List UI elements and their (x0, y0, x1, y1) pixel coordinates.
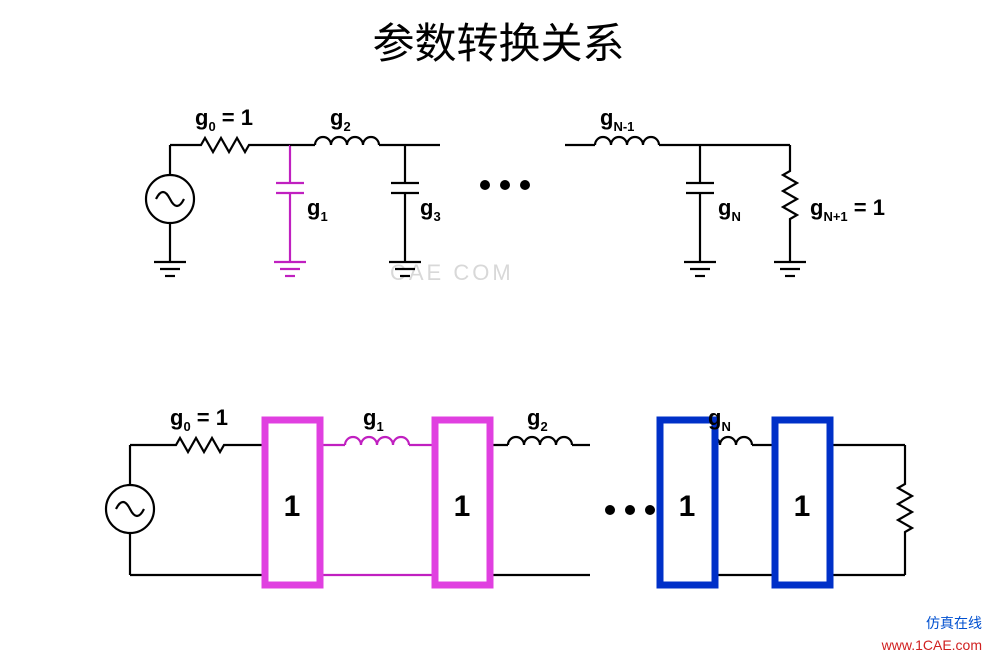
svg-text:g3: g3 (420, 195, 441, 224)
svg-text:g0 = 1: g0 = 1 (195, 105, 253, 134)
footer-brand: 仿真在线 (926, 613, 982, 633)
circuit-top (146, 137, 806, 276)
svg-text:g0 = 1: g0 = 1 (170, 405, 228, 434)
ellipsis-bottom (605, 505, 655, 515)
svg-text:1: 1 (794, 490, 811, 523)
labels-top: g0 = 1 g2 g1 g3 gN-1 gN gN+1 = 1 (195, 105, 885, 224)
svg-text:g1: g1 (307, 195, 328, 224)
ellipsis-top (480, 180, 530, 190)
svg-text:1: 1 (679, 490, 696, 523)
svg-text:g2: g2 (527, 405, 548, 434)
svg-text:gN: gN (708, 405, 731, 434)
circuit-diagrams: g0 = 1 g2 g1 g3 gN-1 gN gN+1 = 1 (0, 0, 997, 665)
svg-text:gN+1 = 1: gN+1 = 1 (810, 195, 885, 224)
svg-text:gN: gN (718, 195, 741, 224)
svg-text:gN-1: gN-1 (600, 105, 634, 134)
box-labels: 1 1 1 1 (284, 490, 811, 523)
footer-url: www.1CAE.com (882, 637, 982, 653)
svg-text:1: 1 (454, 490, 471, 523)
svg-text:g2: g2 (330, 105, 351, 134)
svg-text:g1: g1 (363, 405, 384, 434)
svg-text:1: 1 (284, 490, 301, 523)
